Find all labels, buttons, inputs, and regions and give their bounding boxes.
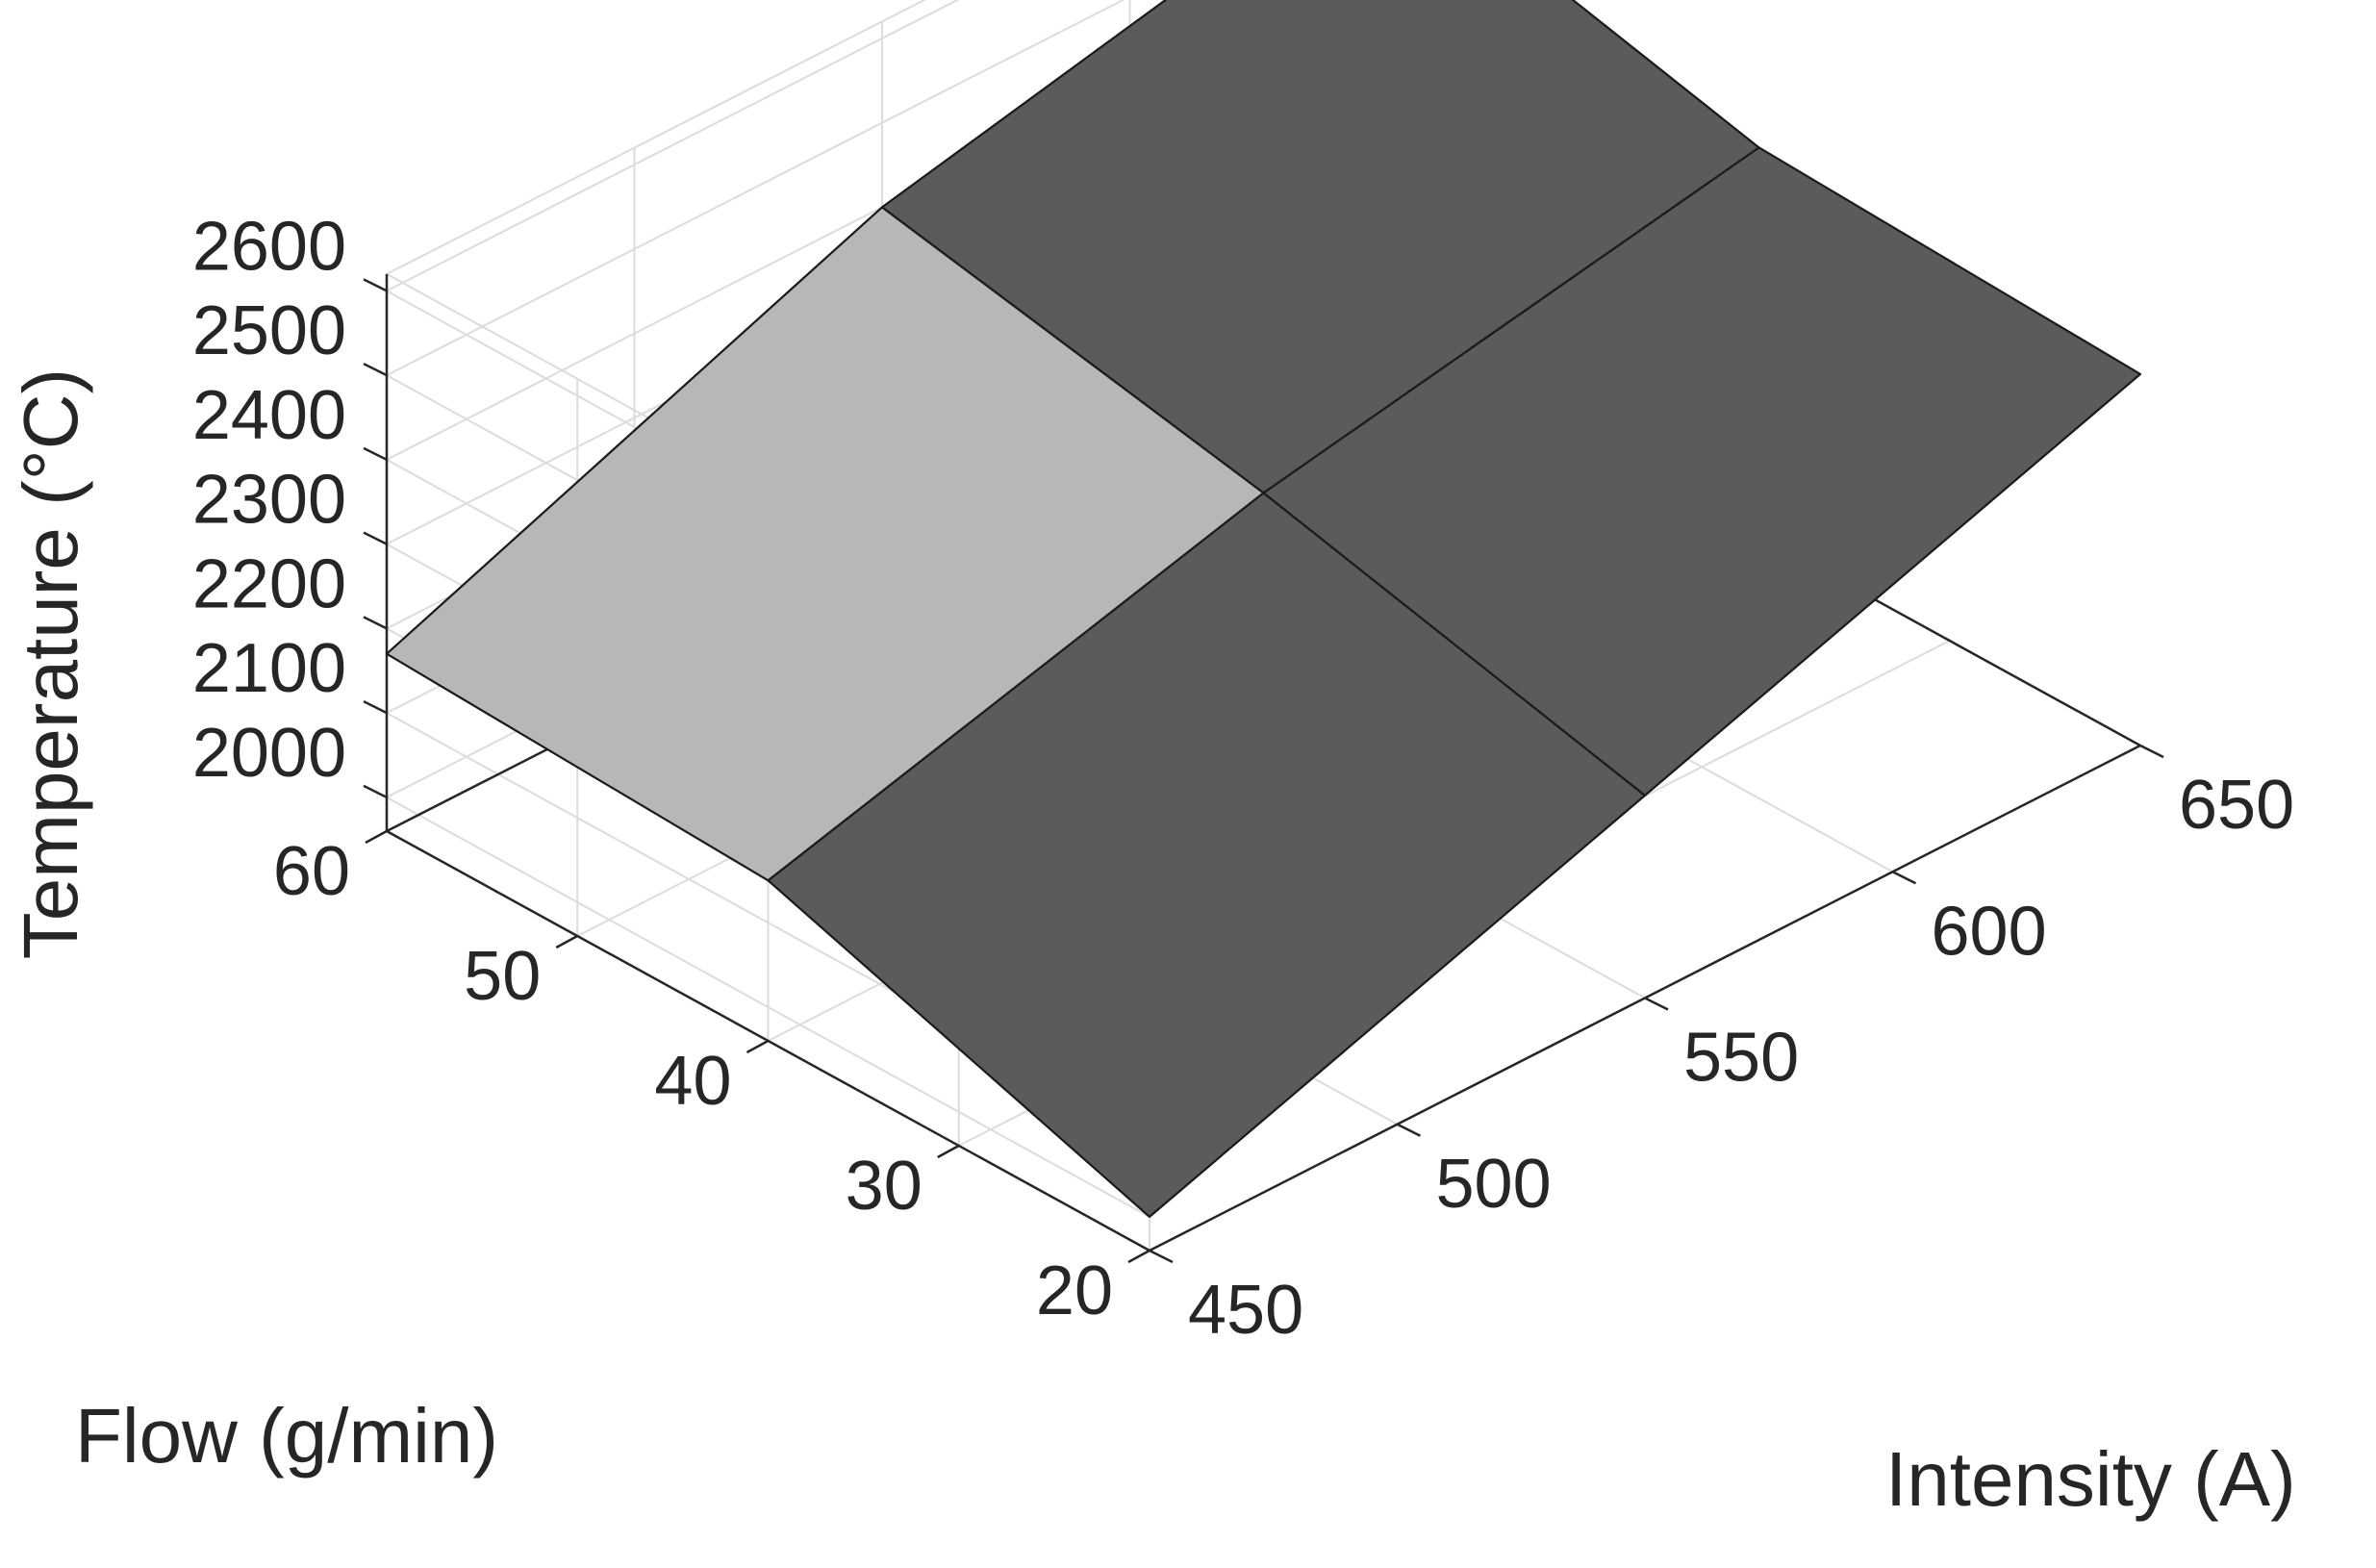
x-tick-label: 600 <box>1932 893 2047 970</box>
x-tick-label: 650 <box>2179 767 2294 844</box>
z-tick-mark <box>363 278 388 292</box>
z-tick-label: 2000 <box>192 715 346 792</box>
z-tick-mark <box>363 616 388 630</box>
side-wall-grid-line <box>386 797 1150 1218</box>
surface <box>385 0 2142 1219</box>
z-tick-mark <box>363 784 388 799</box>
x-tick-mark <box>2139 744 2164 759</box>
surface-patch <box>880 0 1760 494</box>
z-tick-mark <box>363 446 388 462</box>
y-tick-mark <box>1127 1249 1150 1264</box>
x-axis-title: Intensity (A) <box>1885 1436 2296 1522</box>
z-tick-label: 2300 <box>192 462 346 539</box>
y-axis-title: Flow (g/min) <box>75 1393 498 1479</box>
x-tick-mark <box>1644 997 1669 1011</box>
z-tick-mark <box>363 363 388 377</box>
z-tick-label: 2100 <box>192 630 346 707</box>
x-tick-mark <box>1149 1249 1174 1264</box>
y-tick-label: 60 <box>273 833 350 910</box>
x-tick-label: 450 <box>1188 1272 1303 1349</box>
z-tick-mark <box>363 700 388 715</box>
x-tick-mark <box>1891 871 1917 885</box>
x-tick-mark <box>1396 1123 1422 1137</box>
back-wall-grid-line <box>386 0 960 292</box>
x-tick-label: 500 <box>1436 1146 1552 1223</box>
back-wall-top-edge <box>386 0 927 275</box>
y-tick-mark <box>937 1144 960 1159</box>
z-tick-label: 2200 <box>192 545 346 622</box>
z-tick-label: 2400 <box>192 377 346 454</box>
z-axis-title: Temperature (°C) <box>8 368 93 959</box>
y-tick-label: 50 <box>464 938 541 1015</box>
y-tick-label: 40 <box>654 1043 731 1120</box>
y-tick-mark <box>746 1039 770 1054</box>
x-tick-label: 550 <box>1683 1020 1799 1097</box>
z-tick-mark <box>363 531 388 545</box>
y-tick-mark <box>555 934 578 949</box>
y-tick-label: 20 <box>1036 1252 1113 1329</box>
y-tick-mark <box>365 829 388 845</box>
back-wall-grid-line <box>386 0 1125 377</box>
z-tick-label: 2500 <box>192 292 346 369</box>
y-tick-label: 30 <box>846 1148 923 1225</box>
z-tick-label: 2600 <box>192 208 346 285</box>
